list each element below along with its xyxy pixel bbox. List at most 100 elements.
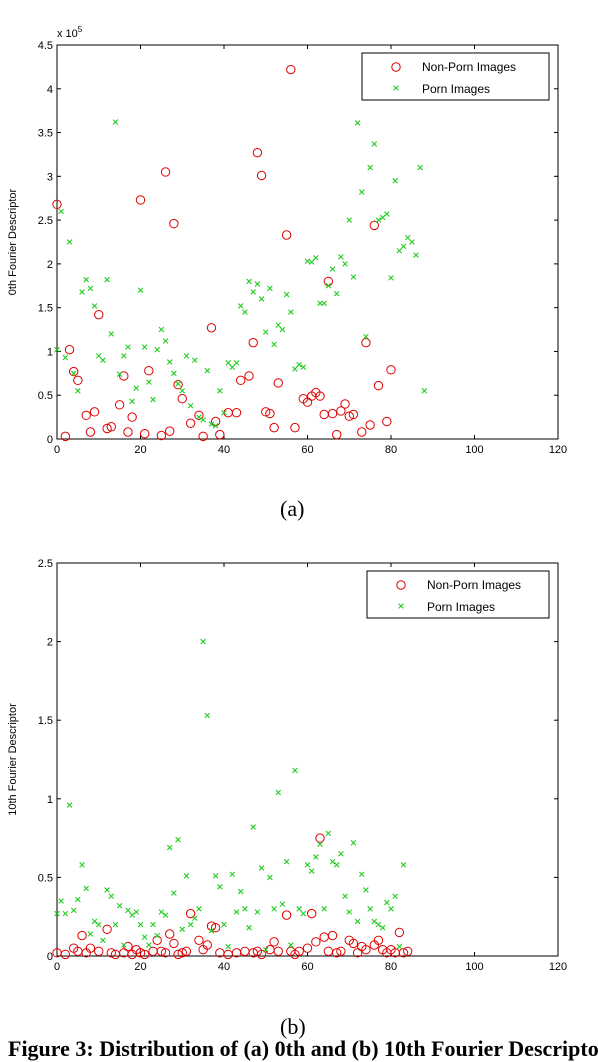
data-point-circle bbox=[77, 930, 87, 941]
data-point-circle bbox=[156, 430, 167, 441]
data-point-circle bbox=[386, 365, 396, 375]
data-point-x bbox=[87, 285, 94, 292]
data-point-x bbox=[166, 359, 173, 365]
data-point-circle bbox=[106, 948, 116, 958]
data-point-x bbox=[233, 360, 240, 366]
y-tick-label: 1.5 bbox=[38, 715, 53, 727]
legend-x-marker bbox=[398, 603, 404, 609]
data-point-x bbox=[204, 367, 211, 374]
data-point-x bbox=[233, 909, 240, 915]
data-point-circle bbox=[332, 429, 342, 440]
y-tick-label: 0.5 bbox=[38, 390, 53, 402]
data-point-x bbox=[175, 836, 181, 843]
data-point-x bbox=[158, 326, 165, 333]
data-point-circle bbox=[311, 937, 321, 947]
y-tick-label: 2.5 bbox=[38, 558, 53, 570]
legend-circle-marker bbox=[396, 580, 406, 590]
data-point-x bbox=[162, 338, 169, 344]
y-tick-label: 1 bbox=[47, 794, 53, 806]
data-point-x bbox=[183, 873, 190, 879]
data-point-x bbox=[183, 353, 190, 359]
data-point-circle bbox=[69, 366, 79, 377]
data-point-x bbox=[129, 398, 135, 405]
data-point-x bbox=[217, 884, 223, 890]
data-point-x bbox=[417, 164, 424, 171]
data-point-circle bbox=[135, 948, 146, 958]
data-point-x bbox=[363, 333, 369, 340]
data-point-circle bbox=[123, 427, 133, 437]
data-point-x bbox=[400, 243, 407, 250]
data-point-x bbox=[384, 211, 390, 217]
data-point-x bbox=[221, 921, 227, 928]
data-point-x bbox=[354, 120, 361, 126]
data-point-circle bbox=[206, 323, 217, 333]
data-point-x bbox=[375, 217, 382, 223]
data-point-x bbox=[133, 909, 140, 915]
data-point-circle bbox=[177, 394, 187, 404]
data-point-circle bbox=[302, 943, 313, 953]
data-point-x bbox=[179, 388, 186, 394]
data-point-x bbox=[379, 924, 386, 931]
data-point-x bbox=[108, 893, 115, 900]
data-point-x bbox=[262, 329, 269, 335]
legend: Non-Porn Images Porn Images bbox=[366, 570, 550, 619]
data-point-circle bbox=[357, 427, 367, 437]
data-point-x bbox=[367, 906, 373, 912]
data-point-x bbox=[75, 896, 81, 903]
data-point-x bbox=[250, 289, 257, 295]
data-point-x bbox=[275, 789, 282, 796]
data-point-x bbox=[242, 309, 248, 315]
legend: Non-Porn Images Porn Images bbox=[361, 52, 550, 101]
data-point-circle bbox=[160, 948, 171, 958]
data-point-x bbox=[358, 871, 365, 878]
data-point-circle bbox=[144, 366, 154, 376]
data-point-circle bbox=[398, 948, 409, 958]
data-point-x bbox=[246, 278, 252, 285]
data-point-x bbox=[296, 361, 302, 368]
data-point-x bbox=[317, 841, 323, 848]
data-point-x bbox=[62, 910, 69, 917]
data-point-x bbox=[304, 258, 311, 265]
data-point-x bbox=[191, 915, 198, 922]
data-point-x bbox=[58, 898, 64, 904]
data-point-x bbox=[409, 239, 415, 245]
x-tick-label: 0 bbox=[54, 961, 60, 973]
data-point-x bbox=[179, 926, 186, 933]
data-point-circle bbox=[60, 949, 71, 960]
legend-label-non-porn: Non-Porn Images bbox=[422, 60, 516, 74]
data-point-x bbox=[300, 364, 307, 370]
legend-label-non-porn: Non-Porn Images bbox=[427, 578, 521, 592]
x-tick-label: 80 bbox=[385, 444, 397, 456]
data-point-x bbox=[413, 252, 419, 258]
data-point-x bbox=[196, 906, 202, 912]
data-point-circle bbox=[306, 908, 317, 919]
data-point-x bbox=[283, 291, 290, 298]
data-point-circle bbox=[194, 410, 204, 421]
data-point-circle bbox=[102, 924, 112, 934]
data-point-x bbox=[141, 934, 148, 940]
y-tick-label: 2 bbox=[47, 637, 53, 649]
data-point-x bbox=[250, 824, 257, 830]
y-tick-label: 0.5 bbox=[38, 872, 53, 884]
y-tick-label: 1.5 bbox=[38, 303, 53, 315]
data-point-x bbox=[150, 921, 156, 928]
x-tick-label: 20 bbox=[134, 961, 146, 973]
data-point-x bbox=[342, 893, 348, 900]
data-point-circle bbox=[181, 946, 192, 956]
y-tick-label: 0 bbox=[47, 434, 53, 446]
data-point-x bbox=[267, 285, 273, 292]
data-point-x bbox=[354, 918, 361, 925]
data-point-circle bbox=[361, 945, 371, 955]
data-point-circle bbox=[327, 408, 338, 419]
data-point-circle bbox=[202, 940, 213, 950]
data-point-circle bbox=[332, 948, 342, 958]
data-point-x bbox=[83, 276, 90, 283]
panel-b-label: (b) bbox=[280, 1014, 306, 1039]
data-point-circle bbox=[348, 409, 359, 420]
data-point-x bbox=[279, 901, 286, 907]
data-point-circle bbox=[81, 410, 91, 421]
data-point-x bbox=[146, 942, 152, 948]
data-point-x bbox=[404, 234, 411, 241]
data-point-x bbox=[137, 287, 144, 293]
data-point-x bbox=[83, 885, 90, 892]
